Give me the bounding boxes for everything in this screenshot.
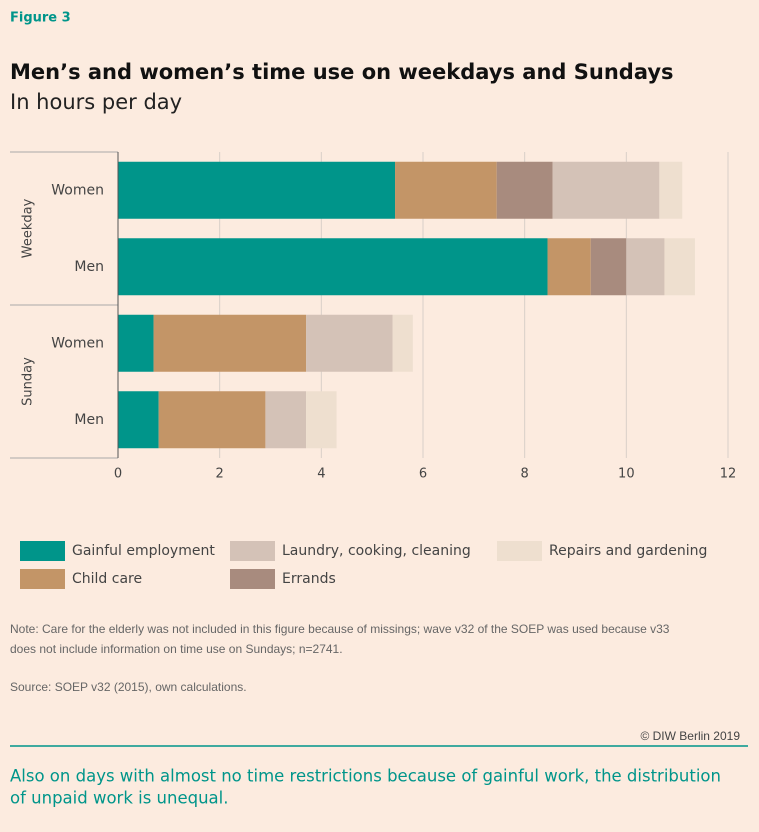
legend-swatch — [230, 569, 275, 589]
legend-label: Repairs and gardening — [549, 543, 707, 559]
x-tick-label: 0 — [114, 467, 122, 482]
bar-segment — [158, 391, 266, 449]
x-tick-label: 2 — [216, 467, 224, 482]
bar-segment — [265, 391, 307, 449]
x-tick-label: 4 — [317, 467, 325, 482]
credit: © DIW Berlin 2019 — [640, 729, 740, 743]
chart-subtitle: In hours per day — [10, 90, 182, 114]
bar-segment — [306, 391, 337, 449]
legend-swatch — [20, 541, 65, 561]
bar-segment — [552, 161, 660, 219]
y-tick-label: Women — [51, 335, 104, 351]
x-tick-label: 8 — [521, 467, 529, 482]
legend-label: Child care — [72, 571, 142, 587]
x-tick-label: 10 — [618, 467, 635, 482]
x-tick-label: 12 — [720, 467, 737, 482]
note: does not include information on time use… — [10, 642, 343, 656]
bar-segment — [547, 238, 591, 296]
caption: of unpaid work is unequal. — [10, 789, 229, 808]
bar-segment — [590, 238, 627, 296]
legend-label: Gainful employment — [72, 543, 215, 559]
group-label: Weekday — [21, 198, 36, 258]
group-label: Sunday — [21, 357, 36, 406]
bar-segment — [496, 161, 553, 219]
bar-segment — [392, 314, 413, 372]
legend-label: Laundry, cooking, cleaning — [282, 543, 471, 559]
y-tick-label: Men — [74, 259, 104, 275]
source: Source: SOEP v32 (2015), own calculation… — [10, 680, 247, 694]
bar-segment — [118, 314, 154, 372]
caption: Also on days with almost no time restric… — [10, 767, 721, 786]
bar-segment — [306, 314, 393, 372]
bar-segment — [626, 238, 665, 296]
bar-segment — [153, 314, 307, 372]
bar-segment — [395, 161, 497, 219]
bar-segment — [118, 161, 396, 219]
legend-swatch — [497, 541, 542, 561]
y-tick-label: Men — [74, 412, 104, 428]
note: Note: Care for the elderly was not inclu… — [10, 622, 670, 636]
legend-label: Errands — [282, 571, 336, 587]
y-tick-label: Women — [51, 182, 104, 198]
bar-segment — [118, 391, 159, 449]
chart-title: Men’s and women’s time use on weekdays a… — [10, 60, 674, 84]
figure-label: Figure 3 — [10, 11, 71, 26]
legend-swatch — [230, 541, 275, 561]
x-tick-label: 6 — [419, 467, 427, 482]
bar-segment — [118, 238, 548, 296]
legend-swatch — [20, 569, 65, 589]
bar-segment — [664, 238, 695, 296]
bar-segment — [659, 161, 683, 219]
